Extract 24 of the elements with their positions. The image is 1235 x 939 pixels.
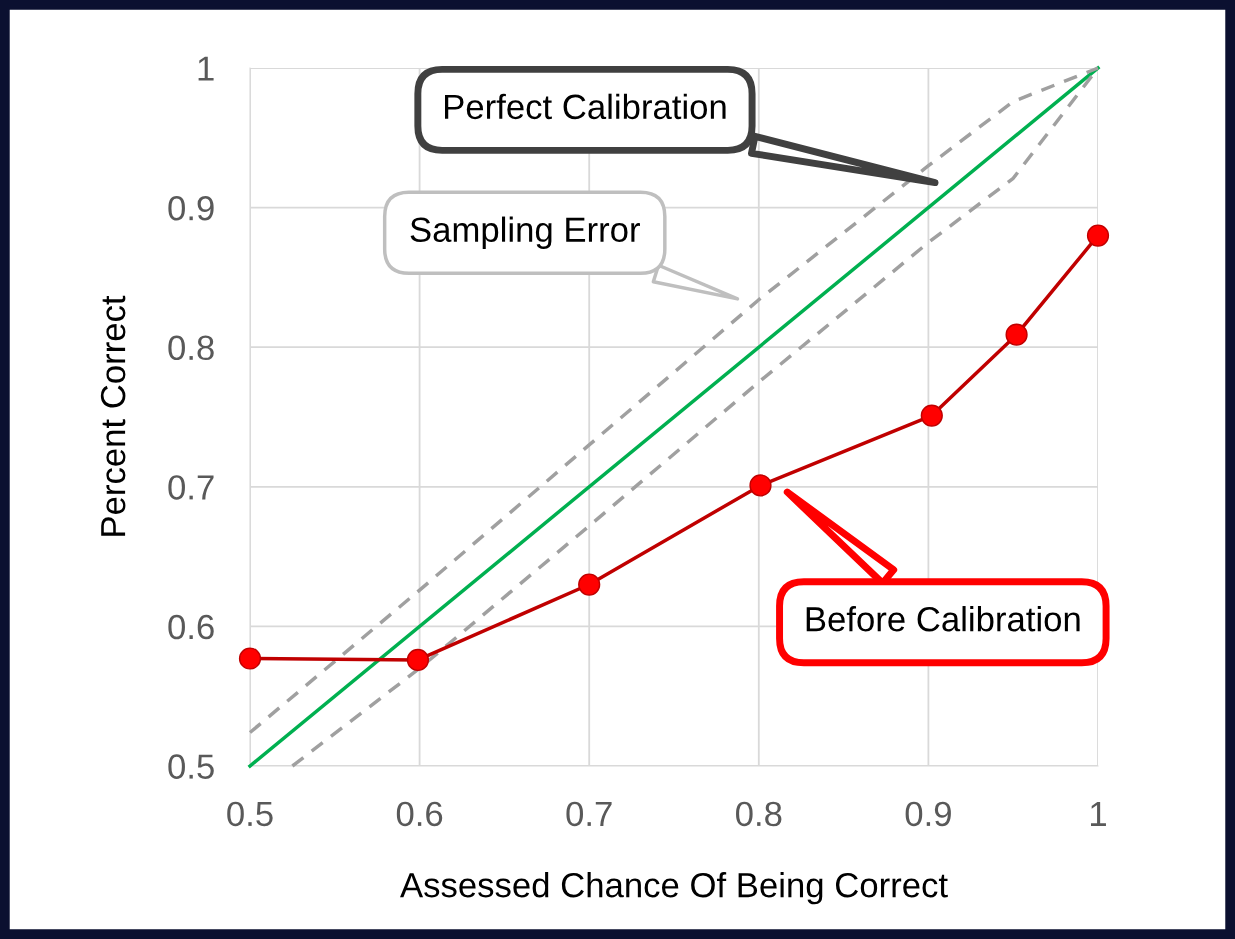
point [749,474,772,497]
y-tick-label: 0.5 [168,754,214,779]
y-axis-title: Percent Correct [100,295,126,536]
point [238,647,262,670]
point [920,404,943,427]
x-axis-title: Assessed Chance Of Being Correct [400,871,948,905]
y-tick-label: 0.6 [168,614,214,640]
x-tick-label: 0.6 [396,801,443,827]
point [578,573,601,596]
point [1005,323,1028,346]
point [406,648,430,672]
x-tick-label: 0.8 [736,801,782,827]
annotation: Perfect Calibration [445,93,726,120]
y-tick-label: 0.7 [168,475,214,500]
y-tick-label: 0.9 [168,195,214,221]
point [1086,224,1110,247]
annotation: Before Calibration [806,606,1080,632]
y-tick-label: 0.8 [168,335,214,361]
x-tick-label: 1 [1090,802,1106,826]
x-tick-label: 0.7 [566,801,612,827]
annotation: Sampling Error [410,216,640,249]
x-tick-label: 0.5 [227,801,273,827]
y-tick-label: 1 [198,56,214,81]
x-tick-label: 0.9 [905,801,951,827]
